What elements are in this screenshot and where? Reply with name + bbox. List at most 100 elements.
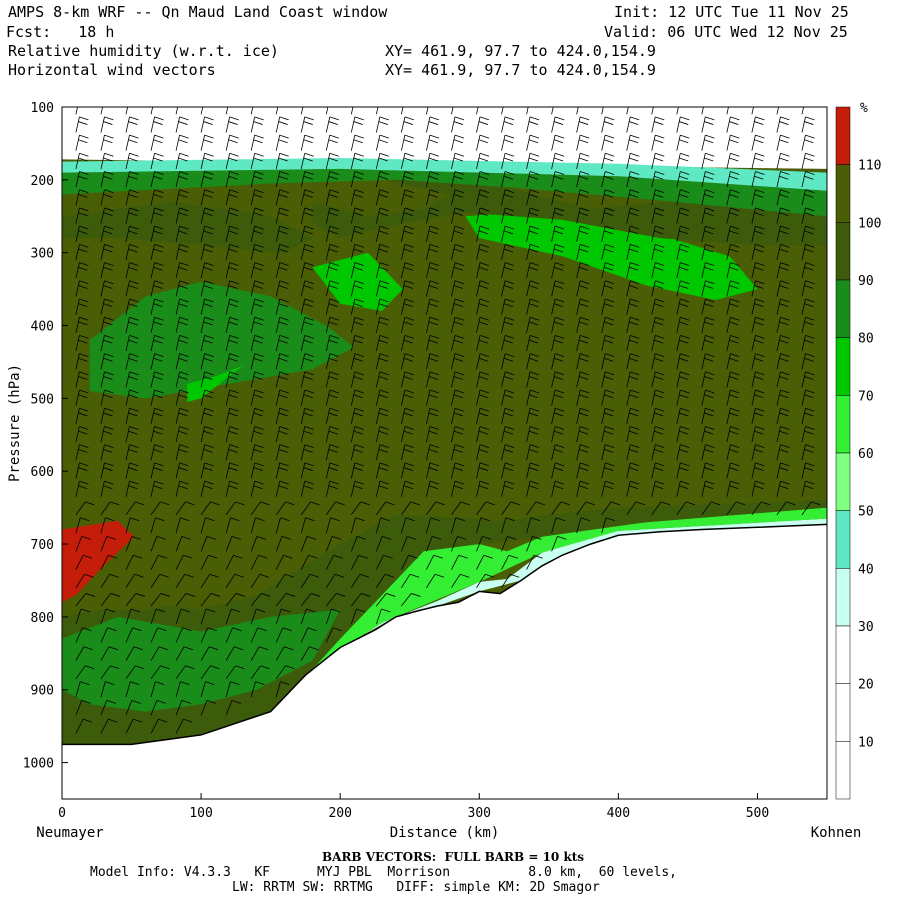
wind-barb-189 [200, 353, 214, 370]
wind-barb-706 [651, 462, 665, 479]
wind-barb-323 [300, 353, 314, 370]
wind-barb-421 [376, 501, 395, 516]
wind-barb-392 [350, 501, 370, 516]
wind-barb-456 [426, 107, 429, 115]
wind-barb-47 [100, 316, 114, 333]
wind-barb-245 [250, 134, 264, 151]
wind-barb-327 [300, 426, 314, 443]
wind-barb-272 [250, 627, 267, 643]
wind-barb-197 [200, 501, 220, 516]
wind-barb-27 [75, 593, 95, 607]
wind-barb-89 [125, 444, 139, 461]
wind-barb-824 [801, 107, 805, 115]
wind-barb-539 [501, 134, 515, 151]
rh-region-13 [62, 168, 827, 217]
wind-barb-485 [451, 134, 465, 151]
wind-barb-240 [225, 665, 245, 680]
wind-barb-483 [451, 107, 454, 115]
wind-barb-593 [551, 152, 565, 170]
wind-barb-98 [125, 608, 141, 625]
wind-barb-434 [400, 207, 415, 224]
wind-barb-640 [601, 116, 615, 133]
wind-barb-659 [601, 462, 615, 479]
wind-barb-249 [250, 207, 264, 224]
wind-barb-359 [325, 444, 339, 461]
wind-barb-118 [150, 335, 164, 352]
wind-barb-489 [451, 207, 465, 224]
wind-barb-241 [225, 681, 240, 698]
wind-barb-577 [526, 335, 540, 352]
wind-barb-808 [776, 225, 790, 242]
wind-barb-335 [300, 573, 320, 588]
colorbar-swatch-11 [835, 106, 851, 165]
wind-barb-298 [275, 501, 295, 516]
colorbar-label-90: 90 [858, 274, 874, 289]
wind-barb-231 [225, 501, 245, 516]
wind-barb-722 [676, 335, 690, 352]
wind-barb-665 [626, 134, 640, 151]
wind-barb-386 [350, 389, 364, 406]
wind-barb-402 [375, 152, 389, 170]
wind-barb-4 [75, 171, 89, 188]
wind-barb-52 [100, 407, 114, 424]
wind-barb-117 [150, 316, 164, 333]
wind-barb-488 [451, 189, 465, 206]
wind-barb-51 [100, 389, 114, 406]
wind-barb-769 [726, 353, 740, 370]
wind-barb-262 [250, 444, 264, 461]
wind-barb-154 [175, 353, 189, 370]
wind-barb-746 [701, 353, 715, 370]
wind-barb-376 [350, 207, 364, 224]
wind-barb-707 [651, 480, 665, 497]
wind-barb-634 [576, 444, 590, 461]
wind-barb-380 [350, 280, 364, 297]
wind-barb-627 [576, 316, 590, 333]
wind-barb-259 [250, 389, 264, 406]
wind-barb-428 [400, 107, 404, 115]
wind-barb-244 [250, 116, 264, 133]
wind-barb-29 [75, 627, 92, 643]
wind-barb-125 [150, 462, 164, 479]
wind-barb-654 [601, 371, 615, 388]
wind-barb-510 [476, 107, 479, 115]
wind-barb-305 [275, 627, 292, 643]
wind-barb-655 [601, 389, 615, 406]
wind-barb-487 [451, 171, 465, 188]
wind-barb-142 [175, 134, 189, 151]
wind-barb-174 [175, 718, 193, 734]
wind-barb-628 [576, 335, 590, 352]
wind-barb-165 [175, 554, 193, 570]
wind-barb-804 [776, 152, 790, 170]
wind-barb-415 [375, 389, 389, 406]
wind-barb-606 [551, 389, 565, 406]
wind-barb-682 [626, 444, 640, 461]
wind-barb-636 [576, 480, 590, 497]
wind-barb-529 [476, 444, 490, 461]
wind-barb-367 [325, 593, 346, 607]
wind-barb-387 [350, 407, 364, 424]
wind-barb-797 [751, 444, 765, 461]
wind-barb-725 [676, 389, 690, 406]
wind-barb-24 [75, 536, 91, 552]
wind-barb-653 [601, 353, 615, 370]
wind-barb-127 [150, 501, 170, 516]
wind-barb-571 [526, 225, 540, 242]
wind-barb-77 [125, 225, 139, 242]
wind-barb-17 [75, 407, 89, 424]
wind-barb-513 [476, 152, 490, 170]
wind-barb-436 [400, 243, 415, 261]
wind-barb-139 [150, 718, 168, 734]
wind-barb-194 [200, 444, 214, 461]
wind-barb-778 [751, 107, 754, 115]
wind-barb-314 [300, 189, 314, 206]
wind-barb-281 [275, 189, 289, 206]
wind-barb-838 [801, 353, 815, 370]
wind-barb-663 [626, 107, 629, 115]
wind-barb-290 [275, 353, 289, 370]
wind-barb-693 [651, 225, 665, 242]
wind-barb-112 [150, 225, 164, 242]
wind-barb-164 [175, 536, 191, 552]
wind-barb-547 [501, 280, 515, 297]
wind-barb-448 [400, 462, 415, 479]
wind-barb-255 [250, 316, 264, 333]
